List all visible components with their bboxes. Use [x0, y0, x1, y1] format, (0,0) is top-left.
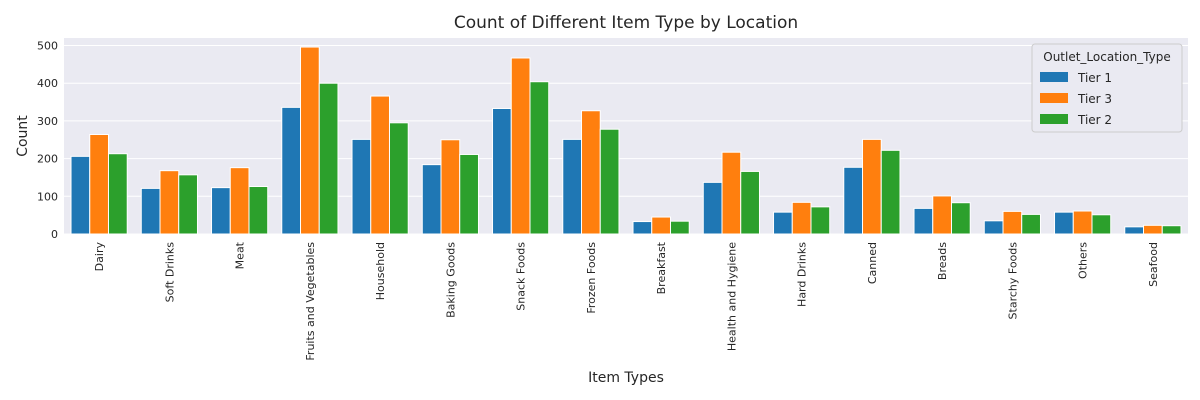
bars	[70, 46, 1182, 235]
x-tick-label: Others	[1077, 242, 1090, 279]
bar-tier-3	[159, 170, 180, 235]
x-tick-label: Snack Foods	[515, 242, 528, 311]
x-tick-label: Breads	[936, 242, 949, 280]
x-tick-label: Frozen Foods	[585, 242, 598, 314]
legend: Outlet_Location_Type Tier 1 Tier 3 Tier 2	[1031, 43, 1183, 133]
bar-tier-1	[773, 211, 793, 235]
bar-tier-1	[1054, 211, 1074, 235]
legend-title: Outlet_Location_Type	[1043, 50, 1171, 64]
bar-tier-2	[178, 174, 198, 235]
x-tick-label: Fruits and Vegetables	[304, 242, 317, 361]
chart-title: Count of Different Item Type by Location	[454, 13, 798, 33]
legend-label: Tier 3	[1077, 92, 1112, 106]
x-axis-title: Item Types	[588, 370, 664, 386]
y-tick-label: 100	[37, 190, 58, 203]
legend-label: Tier 1	[1077, 71, 1112, 85]
bar-tier-3	[229, 167, 250, 235]
y-tick-label: 300	[37, 115, 58, 128]
bar-tier-1	[211, 187, 231, 235]
x-tick-label: Dairy	[93, 242, 106, 272]
bar-tier-1	[702, 181, 723, 235]
bar-tier-2	[669, 220, 690, 235]
bar-tier-3	[440, 139, 461, 235]
y-axis-title: Count	[15, 115, 31, 157]
bar-tier-2	[107, 153, 128, 235]
bar-tier-3	[510, 57, 531, 235]
bar-tier-1	[70, 155, 91, 235]
x-tick-label: Hard Drinks	[796, 242, 809, 307]
bar-tier-1	[983, 220, 1004, 235]
bar-tier-2	[318, 82, 339, 235]
x-tick-label: Household	[374, 242, 387, 300]
bar-tier-3	[1002, 210, 1023, 235]
bar-tier-2	[459, 153, 479, 235]
bar-tier-1	[421, 164, 442, 235]
x-axis: Dairy Soft Drinks Meat Fruits and Vegetable…	[93, 241, 1160, 360]
bar-tier-1	[1124, 226, 1145, 235]
bar-tier-1	[281, 106, 302, 235]
x-tick-label: Seafood	[1147, 242, 1160, 287]
x-tick-label: Breakfast	[655, 241, 668, 294]
bar-tier-2	[1091, 214, 1112, 235]
bar-tier-2	[599, 128, 620, 235]
y-tick-label: 200	[37, 153, 58, 166]
bar-tier-3	[370, 95, 390, 235]
x-tick-label: Meat	[234, 241, 247, 269]
y-tick-label: 0	[51, 228, 58, 241]
bar-tier-2	[740, 170, 760, 235]
bar-tier-3	[300, 46, 320, 235]
legend-label: Tier 2	[1077, 113, 1112, 127]
bar-tier-3	[932, 195, 952, 235]
bar-tier-3	[581, 110, 601, 235]
bar-tier-1	[562, 138, 583, 235]
bar-tier-2	[880, 149, 901, 235]
y-tick-label: 400	[37, 77, 58, 90]
legend-swatch	[1040, 114, 1068, 124]
bar-tier-2	[529, 81, 550, 235]
bar-tier-3	[862, 138, 882, 235]
legend-box	[1031, 43, 1183, 133]
bar-tier-3	[1143, 224, 1163, 235]
x-tick-label: Baking Goods	[444, 242, 457, 318]
bar-tier-3	[721, 151, 742, 235]
x-tick-label: Canned	[866, 242, 879, 284]
bar-tier-2	[1021, 213, 1041, 235]
bar-tier-2	[248, 186, 269, 235]
y-tick-label: 500	[37, 40, 58, 53]
legend-swatch	[1040, 93, 1068, 103]
bar-tier-3	[791, 201, 812, 235]
bar-tier-3	[651, 216, 671, 235]
legend-swatch	[1040, 72, 1068, 82]
bar-tier-1	[843, 166, 864, 235]
bar-tier-3	[1072, 210, 1093, 235]
bar-tier-2	[950, 202, 971, 235]
x-tick-label: Soft Drinks	[163, 242, 176, 303]
bar-tier-1	[351, 138, 372, 235]
bar-tier-1	[140, 187, 161, 235]
y-axis: 0 100 200 300 400 500	[37, 40, 58, 241]
x-tick-label: Health and Hygiene	[725, 242, 738, 351]
bar-tier-2	[388, 122, 409, 235]
bar-tier-1	[632, 221, 653, 235]
bar-tier-1	[492, 107, 512, 235]
bar-tier-3	[89, 133, 109, 235]
bar-tier-1	[913, 207, 934, 235]
bar-tier-2	[810, 206, 831, 235]
bar-tier-2	[1161, 225, 1182, 235]
x-tick-label: Starchy Foods	[1006, 242, 1019, 320]
